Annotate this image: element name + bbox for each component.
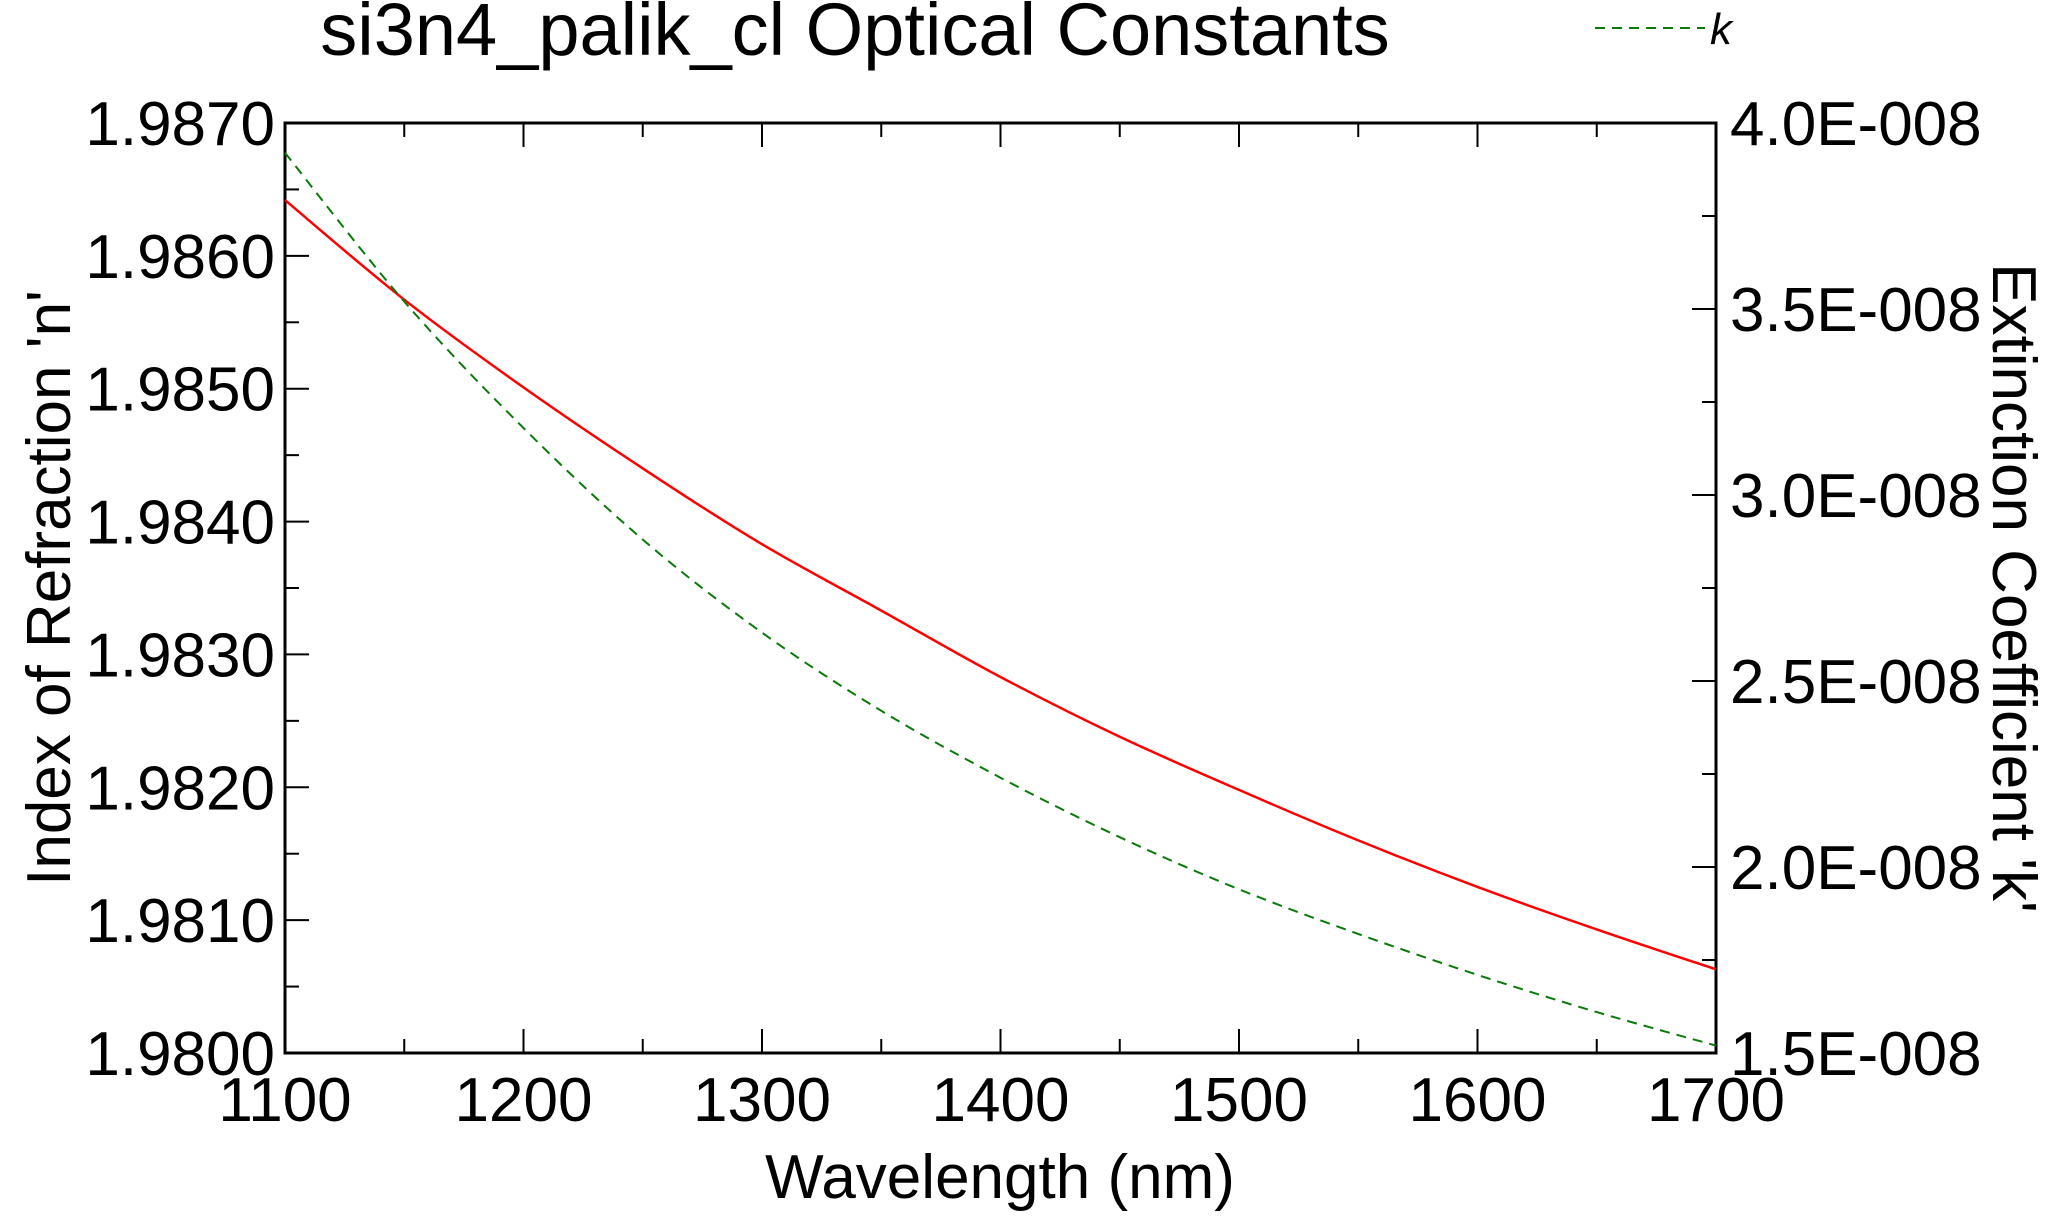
y-left-tick-label: 1.9860 xyxy=(85,223,275,292)
series-lines xyxy=(284,152,1717,1047)
tick-labels: 1100 1200 1300 1400 1500 1600 1700 1.9870 1.9860… xyxy=(85,90,1981,1135)
y-left-tick-label: 1.9870 xyxy=(85,90,275,159)
y-right-tick-label: 4.0E-008 xyxy=(1730,90,1982,159)
x-tick-label: 1300 xyxy=(693,1066,831,1135)
legend: k xyxy=(1595,5,1734,54)
axis-ticks xyxy=(284,122,1717,1054)
x-axis-title: Wavelength (nm) xyxy=(765,1143,1235,1212)
y-left-tick-label: 1.9840 xyxy=(85,489,275,558)
y-left-tick-label: 1.9830 xyxy=(85,621,275,690)
y-left-tick-label: 1.9800 xyxy=(85,1020,275,1089)
y-right-tick-label: 3.0E-008 xyxy=(1730,462,1982,531)
plot-area-frame xyxy=(283,121,1718,1055)
x-tick-label: 1600 xyxy=(1409,1066,1547,1135)
x-tick-label: 1100 xyxy=(218,1066,351,1135)
y-left-tick-label: 1.9820 xyxy=(85,754,275,823)
x-tick-label: 1400 xyxy=(932,1066,1070,1135)
chart-title: si3n4_palik_cl Optical Constants xyxy=(320,0,1389,71)
x-tick-label: 1200 xyxy=(455,1066,593,1135)
y-right-tick-label: 1.5E-008 xyxy=(1730,1020,1982,1089)
y-right-tick-label: 3.5E-008 xyxy=(1730,276,1982,345)
y-left-tick-label: 1.9810 xyxy=(85,887,275,956)
x-tick-label: 1500 xyxy=(1170,1066,1308,1135)
series-k-line xyxy=(284,152,1717,1047)
right-y-axis-title: Extinction Coefficient 'k' xyxy=(1979,263,2048,913)
y-left-tick-label: 1.9850 xyxy=(85,356,275,425)
series-n-line xyxy=(284,199,1717,971)
legend-k-label: k xyxy=(1710,5,1734,54)
x-tick-label: 1700 xyxy=(1647,1066,1785,1135)
y-right-tick-label: 2.5E-008 xyxy=(1730,648,1982,717)
left-y-axis-title: Index of Refraction 'n' xyxy=(15,290,84,886)
y-right-tick-label: 2.0E-008 xyxy=(1730,834,1982,903)
